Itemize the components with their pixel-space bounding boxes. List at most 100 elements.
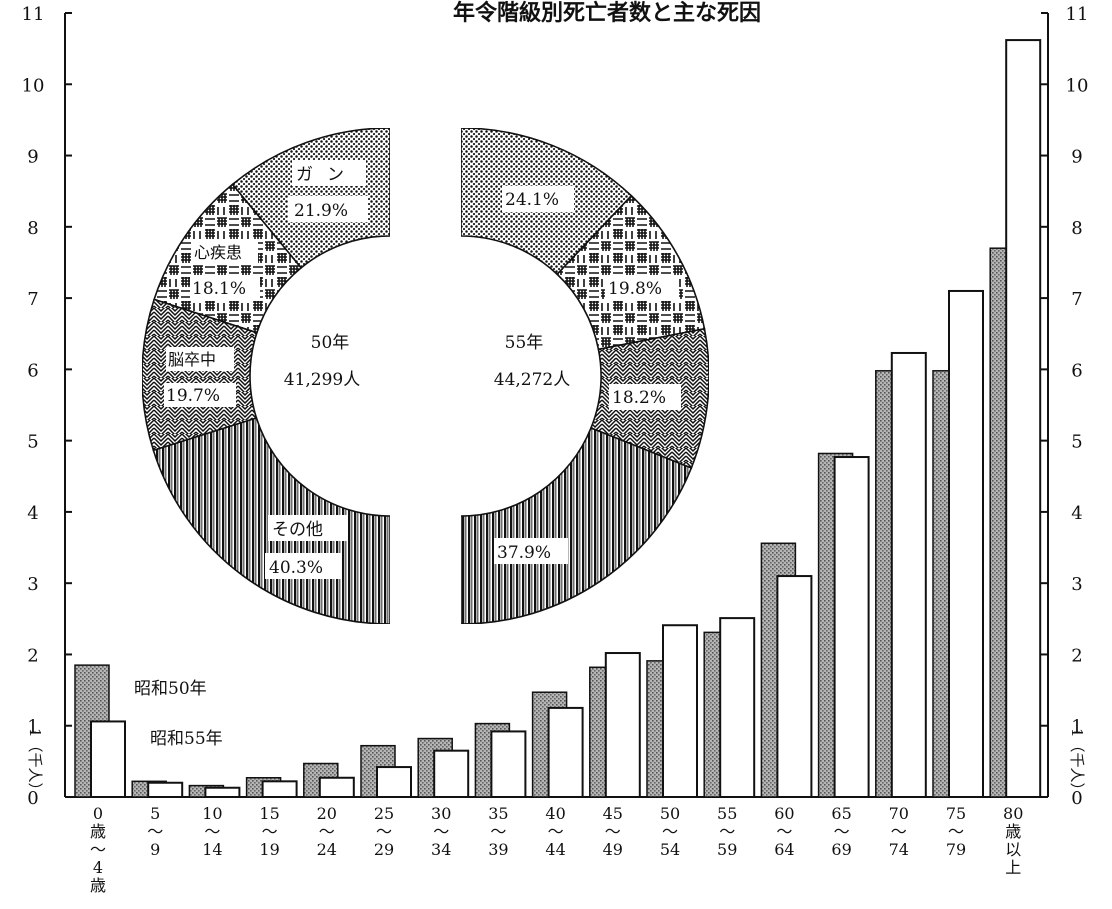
y-tick-label-right: 5 xyxy=(1071,432,1082,453)
x-tick-label: 60 xyxy=(774,804,794,823)
x-tick-label: 54 xyxy=(660,840,680,859)
x-tick-label: ～ xyxy=(90,840,106,859)
x-tick-label: 75 xyxy=(946,804,966,823)
bar-showa55 xyxy=(1006,40,1040,797)
bar-showa55 xyxy=(263,781,297,797)
x-tick-label: 65 xyxy=(831,804,851,823)
x-tick-label: 39 xyxy=(488,840,508,859)
center-total-55: 44,272人 xyxy=(494,370,570,390)
slice-pct-stroke-50: 19.7% xyxy=(166,386,220,406)
x-tick-label: 25 xyxy=(374,804,394,823)
x-tick-label: 10 xyxy=(202,804,222,823)
y-tick-label-right: 8 xyxy=(1071,218,1082,239)
x-tick-label: ～ xyxy=(204,822,220,841)
center-year-55: 55年 xyxy=(505,333,544,353)
y-tick-label-right: 10 xyxy=(1066,75,1089,96)
bar-showa55 xyxy=(205,788,239,797)
y-tick-label-right: 4 xyxy=(1071,503,1082,524)
x-tick-label: ～ xyxy=(490,822,506,841)
y-tick-label-left: 4 xyxy=(27,503,38,524)
y-tick-label-right: 7 xyxy=(1071,289,1082,310)
slice-pct-gan-55: 24.1% xyxy=(505,190,559,210)
x-tick-label: ～ xyxy=(605,822,621,841)
y-tick-label-right: 6 xyxy=(1071,360,1082,381)
x-tick-label: 9 xyxy=(150,840,160,859)
x-tick-label: 上 xyxy=(1005,858,1021,877)
bar-showa55 xyxy=(777,576,811,797)
center-year-50: 50年 xyxy=(311,333,350,353)
y-tick-label-left: 9 xyxy=(27,147,38,168)
x-tick-label: 24 xyxy=(317,840,337,859)
x-tick-label: ～ xyxy=(776,822,792,841)
x-tick-label: 55 xyxy=(717,804,737,823)
bar-showa55 xyxy=(892,353,926,797)
x-tick-label: 歳 xyxy=(90,876,106,895)
slice-label-other: その他 xyxy=(272,520,323,540)
x-tick-label: 4 xyxy=(93,858,103,877)
y-tick-label-left: 10 xyxy=(22,75,45,96)
x-tick-label: ～ xyxy=(891,822,907,841)
y-tick-label-left: 8 xyxy=(27,218,38,239)
bar-showa55 xyxy=(949,291,983,797)
bar-showa55 xyxy=(434,751,468,797)
x-tick-label: 以 xyxy=(1005,840,1021,859)
x-tick-label: 20 xyxy=(317,804,337,823)
x-tick-label: ～ xyxy=(948,822,964,841)
bar-showa55 xyxy=(720,618,754,797)
y-tick-label-right: 9 xyxy=(1071,147,1082,168)
x-tick-label: 34 xyxy=(431,840,451,859)
x-tick-label: 80 xyxy=(1003,804,1023,823)
donut-centers: 50年 41,299人 55年 44,272人 xyxy=(284,333,570,390)
legend-label-55: 昭和55年 xyxy=(150,729,223,749)
bar-showa55 xyxy=(377,767,411,797)
x-tick-label: 59 xyxy=(717,840,737,859)
donut-chart xyxy=(142,128,709,624)
x-tick-label: 19 xyxy=(259,840,279,859)
y-tick-label-left: 2 xyxy=(27,645,38,666)
x-tick-label: 74 xyxy=(889,840,909,859)
x-tick-label: ～ xyxy=(147,822,163,841)
x-tick-label: 69 xyxy=(831,840,851,859)
y-tick-label-right: 2 xyxy=(1071,645,1082,666)
x-tick-label: ～ xyxy=(662,822,678,841)
x-tick-label: ～ xyxy=(319,822,335,841)
donut-slice-vertical-lines xyxy=(461,428,691,624)
bar-showa55 xyxy=(320,778,354,797)
y-tick-label-left: 5 xyxy=(27,432,38,453)
x-tick-label: 40 xyxy=(545,804,565,823)
x-tick-label: 35 xyxy=(488,804,508,823)
slice-pct-other-55: 37.9% xyxy=(497,543,551,563)
y-axis-label-right: 1（千人） xyxy=(1068,728,1086,798)
x-tick-label: 49 xyxy=(603,840,623,859)
x-tick-label: ～ xyxy=(834,822,850,841)
x-tick-label: 14 xyxy=(202,840,222,859)
slice-pct-heart-50: 18.1% xyxy=(192,279,246,299)
x-tick-label: ～ xyxy=(433,822,449,841)
center-total-50: 41,299人 xyxy=(284,370,360,390)
x-tick-label: 歳 xyxy=(1005,822,1021,841)
bar-showa55 xyxy=(491,731,525,797)
y-tick-label-left: 3 xyxy=(27,574,38,595)
slice-label-stroke: 脳卒中 xyxy=(168,350,216,369)
slice-label-gan: ガン xyxy=(296,165,358,185)
y-tick-label-right: 3 xyxy=(1071,574,1082,595)
slice-pct-stroke-55: 18.2% xyxy=(612,388,666,408)
x-tick-label: 70 xyxy=(889,804,909,823)
x-tick-label: 15 xyxy=(259,804,279,823)
slice-pct-heart-55: 19.8% xyxy=(608,279,662,299)
legend-label-50: 昭和50年 xyxy=(134,679,207,699)
y-tick-label-left: 6 xyxy=(27,360,38,381)
x-tick-label: 50 xyxy=(660,804,680,823)
bar-showa55 xyxy=(606,653,640,797)
x-tick-label: ～ xyxy=(376,822,392,841)
y-tick-label-left: 11 xyxy=(22,4,45,25)
chart-title: 年令階級別死亡者数と主な死因 xyxy=(453,0,761,26)
bar-showa55 xyxy=(835,457,869,797)
slice-pct-other-50: 40.3% xyxy=(269,558,323,578)
bar-showa55 xyxy=(148,783,182,797)
x-tick-label: 29 xyxy=(374,840,394,859)
bar-showa55 xyxy=(91,721,125,797)
x-tick-label: 30 xyxy=(431,804,451,823)
bar-showa55 xyxy=(549,708,583,797)
